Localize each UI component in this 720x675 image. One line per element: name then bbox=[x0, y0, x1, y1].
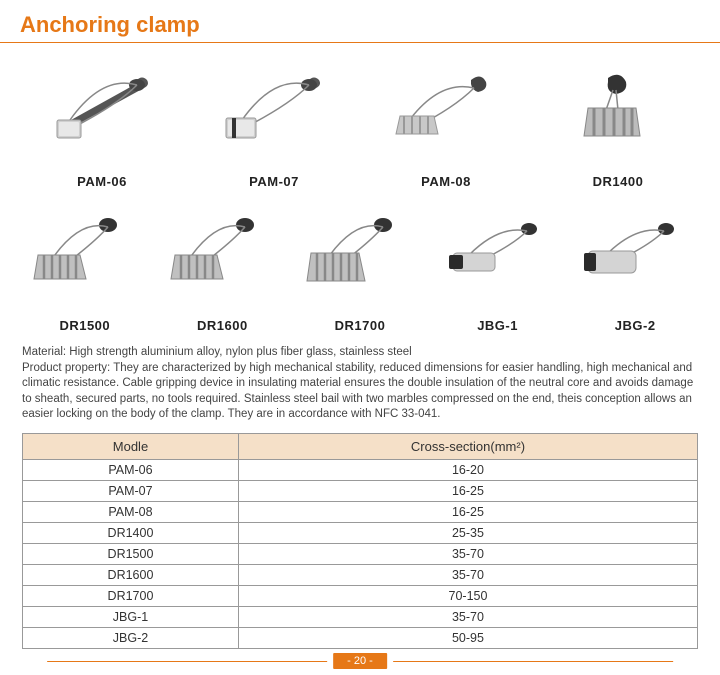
table-cell: 35-70 bbox=[238, 564, 697, 585]
product-item: DR1600 bbox=[158, 195, 288, 335]
clamp-icon bbox=[433, 195, 563, 312]
clamp-icon bbox=[20, 195, 150, 312]
table-row: PAM-0616-20 bbox=[23, 459, 698, 480]
table-row: DR170070-150 bbox=[23, 585, 698, 606]
product-item: PAM-06 bbox=[20, 51, 184, 191]
description-block: Material: High strength aluminium alloy,… bbox=[0, 335, 720, 429]
page-number: - 20 - bbox=[333, 653, 387, 669]
table-cell: DR1600 bbox=[23, 564, 239, 585]
table-cell: 16-25 bbox=[238, 501, 697, 522]
clamp-icon bbox=[192, 51, 356, 168]
table-cell: DR1400 bbox=[23, 522, 239, 543]
product-label: PAM-08 bbox=[421, 168, 471, 191]
product-item: PAM-07 bbox=[192, 51, 356, 191]
table-row: DR160035-70 bbox=[23, 564, 698, 585]
product-label: JBG-2 bbox=[615, 312, 656, 335]
spec-table: Modle Cross-section(mm²) PAM-0616-20PAM-… bbox=[22, 433, 698, 649]
table-cell: 35-70 bbox=[238, 606, 697, 627]
table-row: JBG-135-70 bbox=[23, 606, 698, 627]
table-cell: 16-25 bbox=[238, 480, 697, 501]
table-row: PAM-0716-25 bbox=[23, 480, 698, 501]
clamp-icon bbox=[364, 51, 528, 168]
product-label: PAM-06 bbox=[77, 168, 127, 191]
table-cell: DR1500 bbox=[23, 543, 239, 564]
product-label: JBG-1 bbox=[477, 312, 518, 335]
table-cell: PAM-07 bbox=[23, 480, 239, 501]
clamp-icon bbox=[20, 51, 184, 168]
product-item: JBG-1 bbox=[433, 195, 563, 335]
product-row-1: PAM-06 PAM-07 PAM-08 DR1400 bbox=[0, 51, 720, 191]
product-item: DR1500 bbox=[20, 195, 150, 335]
page-title: Anchoring clamp bbox=[0, 0, 720, 43]
clamp-icon bbox=[570, 195, 700, 312]
table-cell: PAM-08 bbox=[23, 501, 239, 522]
table-cell: 16-20 bbox=[238, 459, 697, 480]
table-cell: JBG-2 bbox=[23, 627, 239, 648]
table-row: JBG-250-95 bbox=[23, 627, 698, 648]
table-cell: 35-70 bbox=[238, 543, 697, 564]
clamp-icon bbox=[536, 51, 700, 168]
table-header: Cross-section(mm²) bbox=[238, 433, 697, 459]
table-cell: 25-35 bbox=[238, 522, 697, 543]
table-cell: 70-150 bbox=[238, 585, 697, 606]
product-label: DR1700 bbox=[335, 312, 386, 335]
product-label: DR1400 bbox=[593, 168, 644, 191]
table-header: Modle bbox=[23, 433, 239, 459]
product-label: DR1600 bbox=[197, 312, 248, 335]
clamp-icon bbox=[158, 195, 288, 312]
product-item: DR1400 bbox=[536, 51, 700, 191]
product-item: PAM-08 bbox=[364, 51, 528, 191]
clamp-icon bbox=[295, 195, 425, 312]
product-row-2: DR1500 DR1600 DR1700 JBG-1 JBG-2 bbox=[0, 195, 720, 335]
table-row: DR140025-35 bbox=[23, 522, 698, 543]
table-cell: PAM-06 bbox=[23, 459, 239, 480]
product-item: JBG-2 bbox=[570, 195, 700, 335]
property-text: Product property: They are characterized… bbox=[22, 361, 698, 423]
table-row: DR150035-70 bbox=[23, 543, 698, 564]
table-cell: 50-95 bbox=[238, 627, 697, 648]
product-label: PAM-07 bbox=[249, 168, 299, 191]
table-cell: JBG-1 bbox=[23, 606, 239, 627]
table-row: PAM-0816-25 bbox=[23, 501, 698, 522]
material-text: Material: High strength aluminium alloy,… bbox=[22, 345, 698, 361]
product-label: DR1500 bbox=[59, 312, 110, 335]
table-cell: DR1700 bbox=[23, 585, 239, 606]
product-item: DR1700 bbox=[295, 195, 425, 335]
